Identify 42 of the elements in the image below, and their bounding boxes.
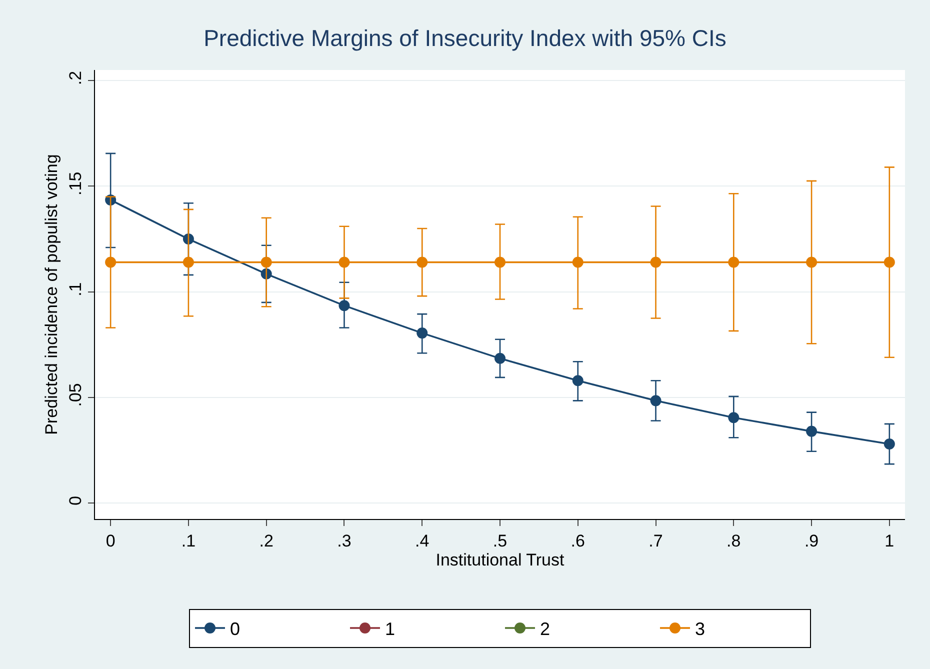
point (416, 328, 428, 339)
y-tick-label: 0 (66, 496, 86, 506)
point (260, 256, 272, 268)
x-tick-label: .1 (181, 531, 196, 550)
point (728, 256, 740, 268)
y-axis-title: Predicted incidence of populist voting (42, 154, 61, 435)
point (572, 256, 584, 268)
point (338, 256, 350, 268)
point (884, 438, 895, 450)
x-tick-label: .3 (337, 531, 352, 550)
point (650, 395, 662, 406)
legend-label: 2 (540, 619, 550, 640)
y-tick-label: .2 (66, 70, 86, 86)
legend-label: 1 (385, 619, 396, 640)
chart-title: Predictive Margins of Insecurity Index with 95% CIs (204, 25, 726, 52)
point (728, 412, 740, 424)
y-tick-label: .05 (66, 383, 86, 407)
point (338, 300, 350, 312)
point (494, 256, 506, 268)
point (494, 352, 506, 364)
point (650, 256, 662, 268)
y-tick-label: .1 (66, 282, 86, 296)
x-tick-label: .2 (259, 531, 274, 550)
x-tick-label: .9 (804, 531, 819, 550)
point (806, 426, 818, 437)
point (105, 256, 116, 268)
x-tick-label: .8 (726, 531, 741, 550)
x-axis-title: Institutional Trust (436, 550, 565, 570)
point (416, 256, 428, 268)
point (806, 256, 818, 268)
x-tick-label: .7 (648, 531, 663, 550)
x-tick-label: 0 (106, 531, 116, 550)
y-tick-label: .15 (66, 172, 86, 196)
x-tick-label: .4 (415, 531, 430, 550)
x-tick-label: .6 (570, 531, 585, 550)
point (572, 375, 584, 386)
point (182, 256, 194, 268)
legend-label: 0 (230, 619, 240, 640)
x-tick-label: 1 (884, 531, 894, 550)
point (884, 256, 895, 268)
legend-label: 3 (695, 619, 706, 640)
x-tick-label: .5 (492, 531, 508, 550)
